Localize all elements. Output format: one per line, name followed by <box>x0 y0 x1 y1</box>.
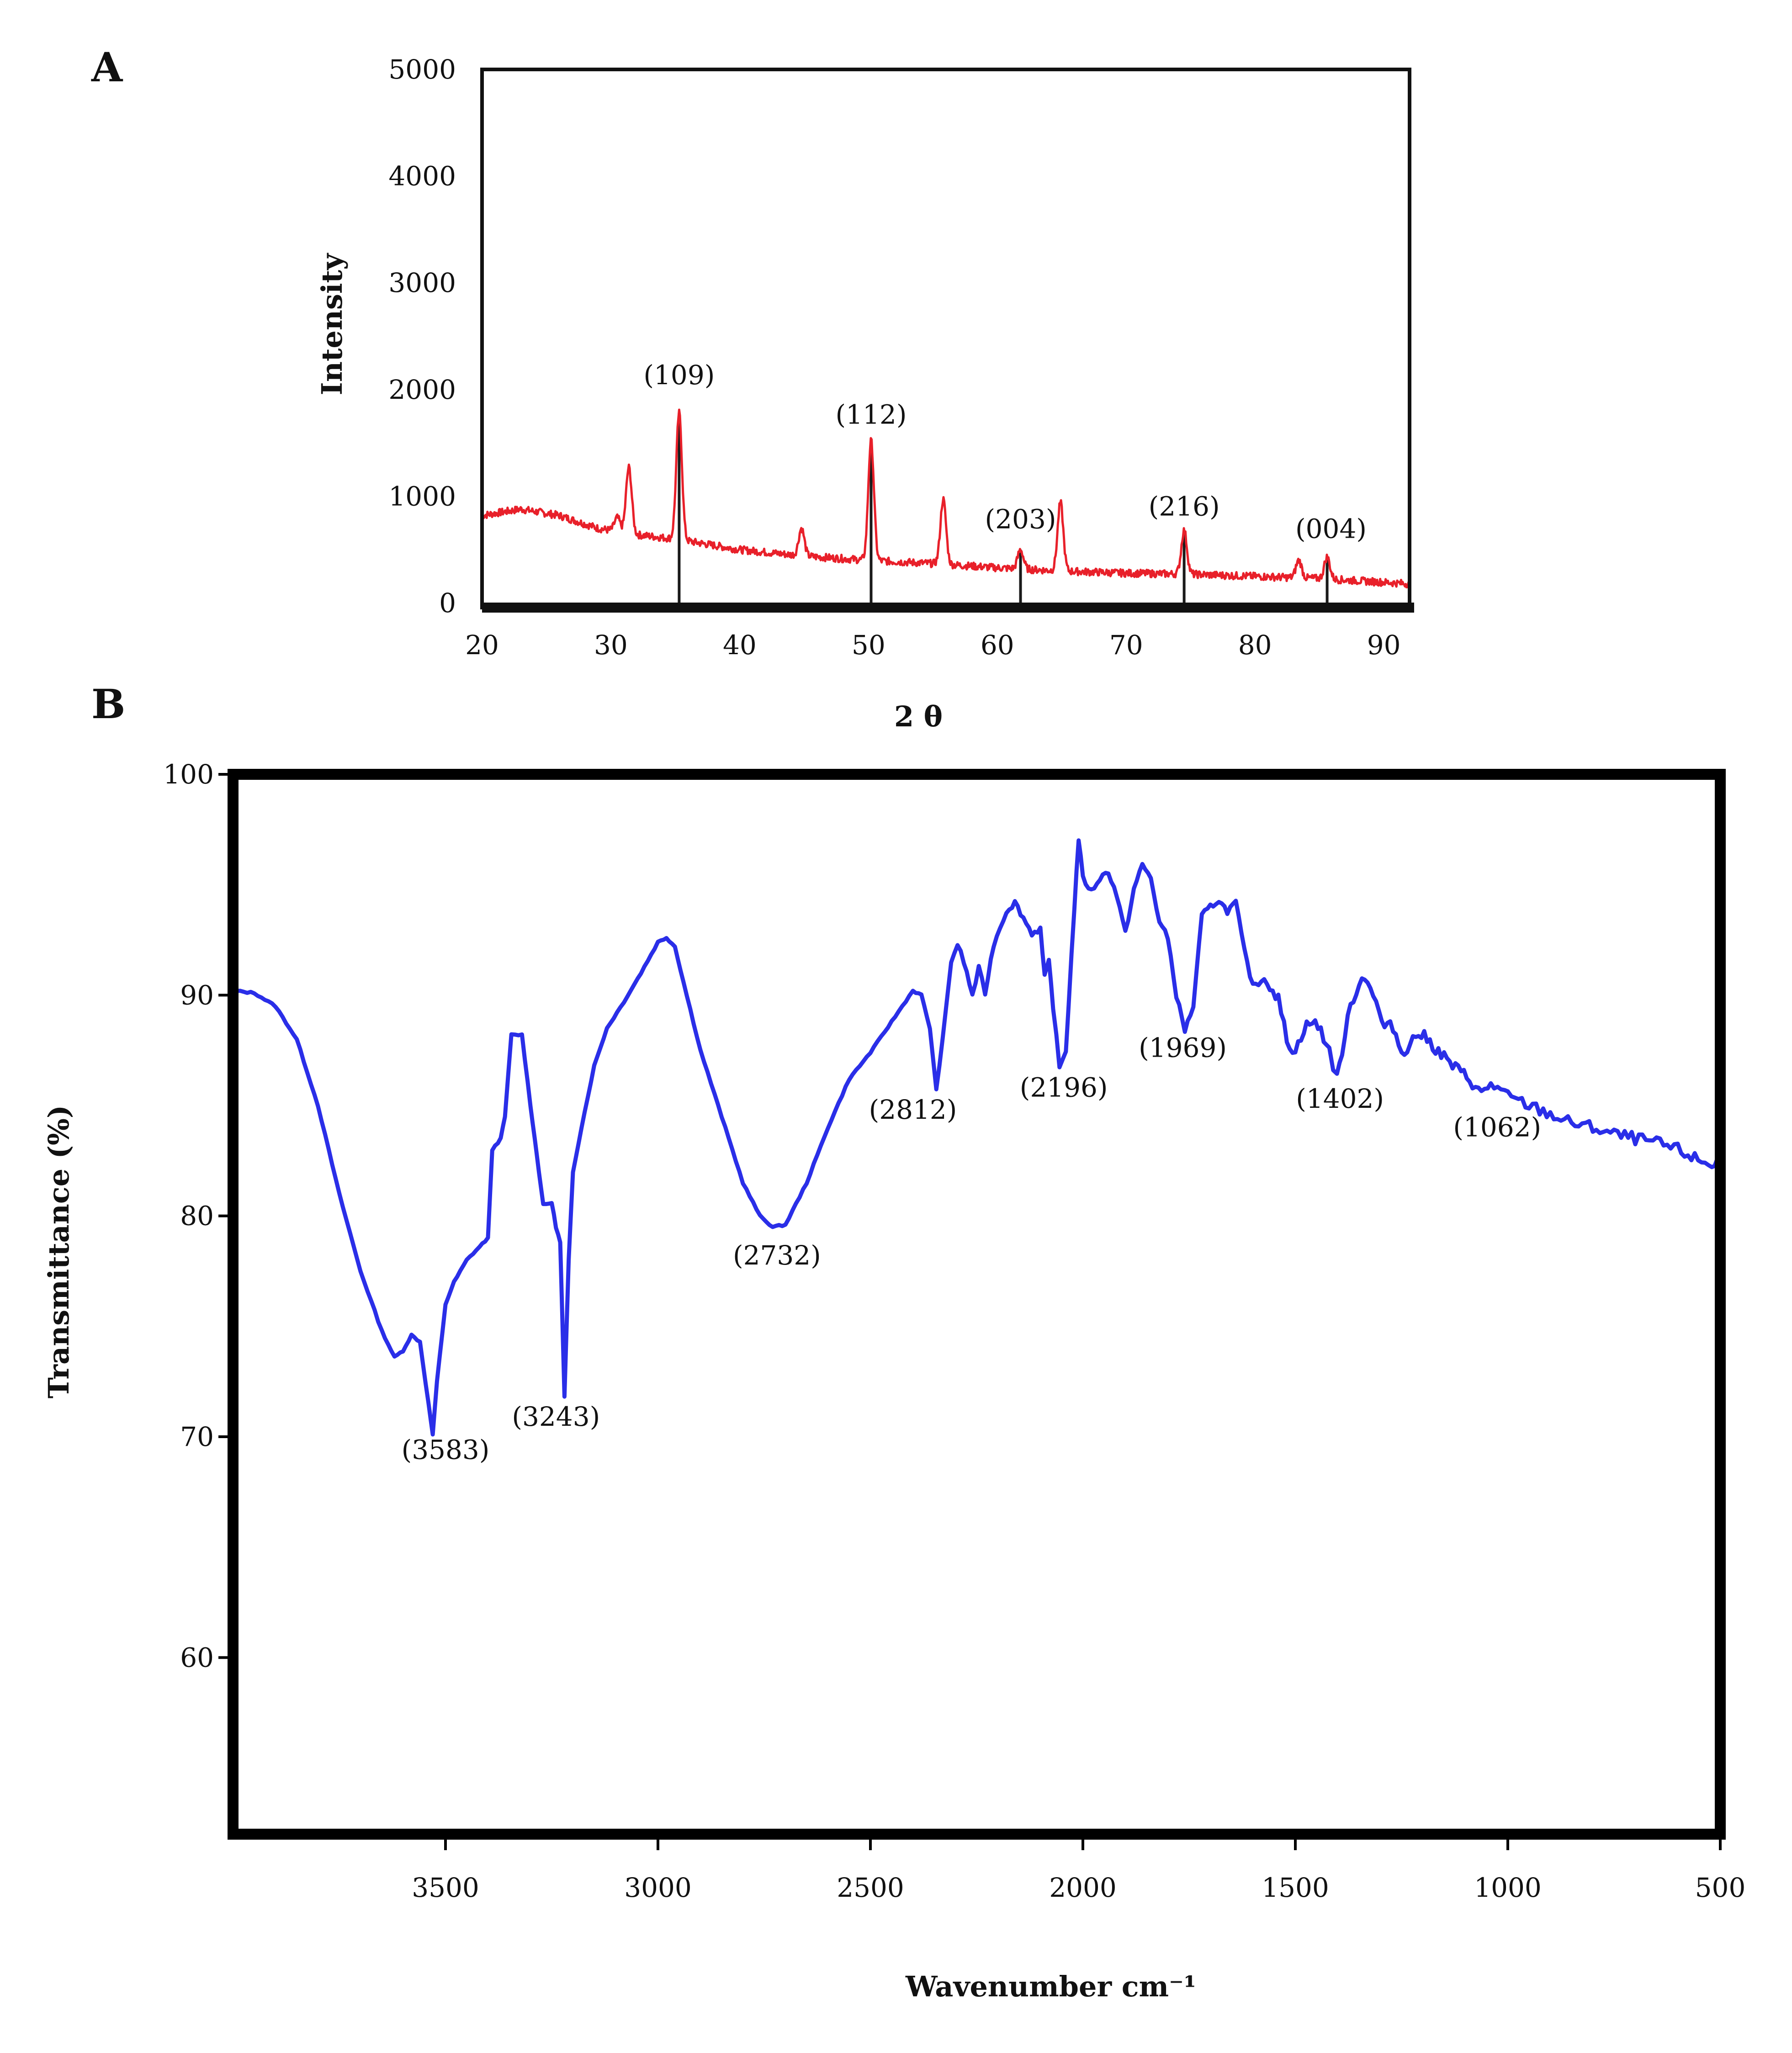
panel-b-x-tick-label: 1000 <box>1474 1872 1542 1903</box>
panel-a-peak-label: (112) <box>835 399 907 430</box>
panel-b-x-tick-label: 1500 <box>1262 1872 1329 1903</box>
panel-b-label: B <box>91 680 125 728</box>
panel-a-x-tick-label: 40 <box>723 630 757 661</box>
panel-b-y-tick-label: 80 <box>180 1201 214 1232</box>
panel-a-x-ticks: 20 30 40 50 60 70 80 90 <box>465 630 1400 661</box>
panel-b-x-tick-label: 2500 <box>837 1872 904 1903</box>
panel-a-peak-label: (216) <box>1149 491 1220 522</box>
panel-a-peak-label: (203) <box>985 503 1056 534</box>
panel-a-y-tick-label: 5000 <box>388 54 456 85</box>
panel-a-x-tick-label: 60 <box>981 630 1014 661</box>
panel-b-peak-label: (2812) <box>869 1094 957 1125</box>
panel-a-y-tick-label: 0 <box>439 587 456 619</box>
panel-a-x-tick-label: 30 <box>594 630 628 661</box>
panel-a-ylabel: Intensity <box>315 253 349 395</box>
panel-b-peak-label: (1062) <box>1453 1112 1541 1143</box>
panel-a-xrd-line <box>481 408 1410 588</box>
panel-a-x-tick-label: 80 <box>1238 630 1272 661</box>
panel-b-x-tick-label: 3500 <box>412 1872 479 1903</box>
panel-b-ylabel: Transmittance (%) <box>42 1105 75 1399</box>
panel-b-ftir-line <box>233 838 1721 1437</box>
panel-a-reference-lines <box>678 413 1329 603</box>
panel-a-y-tick-label: 4000 <box>388 161 456 192</box>
panel-a-peak-labels: (109) (112) (203) (216) (004) <box>643 360 1367 544</box>
panel-b-y-tick-label: 90 <box>180 979 214 1011</box>
panel-a-y-ticks: 0 1000 2000 3000 4000 5000 <box>388 54 456 619</box>
panel-b-y-tick-label: 70 <box>180 1421 214 1452</box>
panel-b-xlabel: Wavenumber cm⁻¹ <box>905 1970 1196 2003</box>
panel-a-x-tick-label: 90 <box>1367 630 1401 661</box>
panel-a-x-tick-label: 70 <box>1109 630 1143 661</box>
panel-b-x-tick-label: 2000 <box>1049 1872 1117 1903</box>
panel-b-plot-frame <box>228 769 1726 1840</box>
panel-b-x-tick-label: 500 <box>1695 1872 1746 1903</box>
panel-b-peak-label: (2196) <box>1020 1072 1108 1103</box>
panel-a-x-tick-label: 20 <box>465 630 499 661</box>
panel-a-peak-label: (109) <box>643 360 715 391</box>
panel-b-peak-label: (3243) <box>512 1401 600 1432</box>
panel-b-peak-label: (1969) <box>1139 1032 1227 1064</box>
panel-a-peak-label: (004) <box>1295 513 1367 545</box>
panel-b-y-tick-label: 60 <box>180 1642 214 1673</box>
panel-a: A (109)(112)(203) (216)(004) 010002000300… <box>91 43 1414 733</box>
panel-a-y-tick-label: 1000 <box>388 481 456 512</box>
panel-a-y-tick-label: 2000 <box>388 374 456 405</box>
panel-a-x-tick-label: 50 <box>852 630 885 661</box>
panel-b-peak-labels: (3583) (3243) (2732) (2812) (2196) (1969) (140… <box>402 1032 1542 1466</box>
panel-b-peak-label: (3583) <box>402 1434 490 1465</box>
panel-b-y-tick-label: 100 <box>163 759 214 790</box>
panel-a-label: A <box>91 43 123 91</box>
panel-b-peak-label: (2732) <box>733 1240 821 1271</box>
panel-b-x-tick-label: 3000 <box>624 1872 692 1903</box>
panel-b-peak-label: (1402) <box>1296 1083 1384 1114</box>
panel-b-x-ticks: 3500 3000 2500 2000 1500 1000 500 <box>412 1834 1745 1903</box>
panel-a-y-tick-label: 3000 <box>388 267 456 298</box>
panel-a-xlabel: 2 θ <box>894 700 943 733</box>
panel-b: B (3583) (3243) (2732) (2812) (2196) (1969) (1… <box>42 680 1745 2003</box>
panel-b-y-ticks: 100 90 80 70 60 <box>163 759 233 1673</box>
